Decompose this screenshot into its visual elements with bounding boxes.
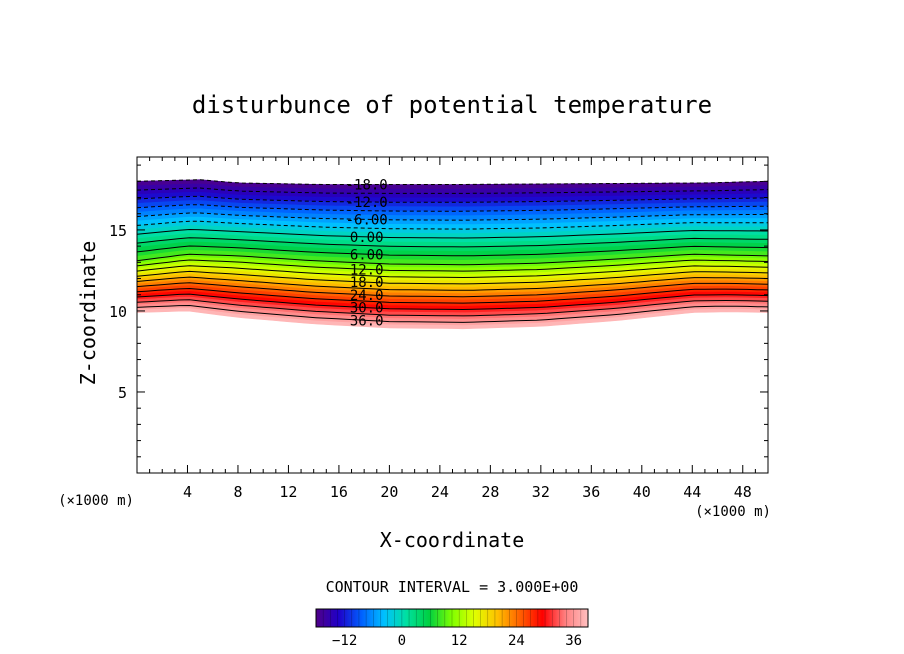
- contour-line: [137, 245, 768, 257]
- y-axis-label: Z-coordinate: [76, 241, 100, 386]
- x-tick-label: 20: [380, 483, 398, 501]
- contour-line: [137, 204, 768, 212]
- x-tick-label: 4: [183, 483, 192, 501]
- contour-line: [137, 237, 768, 248]
- contour-line: [137, 270, 768, 285]
- y-tick-label: 5: [118, 384, 127, 402]
- contour-fill-band: [137, 308, 768, 330]
- contour-line: [137, 195, 768, 203]
- colorbar-tick-label: 12: [451, 633, 468, 649]
- y-tick-label: 10: [109, 303, 127, 321]
- contour-label: 24.0: [350, 288, 384, 304]
- x-tick-label: 44: [683, 483, 701, 501]
- contour-line: [137, 220, 768, 230]
- chart-title: disturbunce of potential temperature: [192, 91, 712, 119]
- contour-label: 0.00: [350, 230, 384, 246]
- colorbar: −12 0 12 24 36: [315, 608, 589, 649]
- contour-line: [137, 253, 768, 266]
- contour-line: [137, 228, 768, 239]
- contour-label: -6.00: [346, 212, 388, 228]
- x-tick-label: 16: [330, 483, 348, 501]
- contour-label: 12.0: [350, 262, 384, 278]
- contour-label: 18.0: [350, 275, 384, 291]
- x-tick-label: 40: [633, 483, 651, 501]
- colorbar-tick-label: 0: [398, 633, 406, 649]
- contour-line: [137, 187, 768, 194]
- contour-line: [137, 293, 768, 311]
- contour-interval-text: CONTOUR INTERVAL = 3.000E+00: [326, 578, 579, 596]
- x-unit-label-right: (×1000 m): [695, 504, 771, 520]
- plot-area: -18.0-12.0-6.000.006.0012.018.024.030.03…: [109, 156, 769, 501]
- contour-label: 36.0: [350, 313, 384, 329]
- contour-line: [137, 259, 768, 272]
- x-tick-label: 28: [481, 483, 499, 501]
- x-tick-label: 24: [431, 483, 449, 501]
- contour-line: [137, 299, 768, 317]
- colorbar-tick-label: −12: [332, 633, 357, 649]
- x-tick-label: 36: [582, 483, 600, 501]
- contour-line: [137, 276, 768, 291]
- contour-label: 30.0: [350, 301, 384, 317]
- contour-line: [137, 265, 768, 279]
- contour-line: [137, 179, 768, 185]
- contour-label: -12.0: [346, 195, 388, 211]
- x-unit-label-left: (×1000 m): [58, 493, 134, 509]
- contour-line: [137, 212, 768, 221]
- x-axis-label: X-coordinate: [380, 528, 525, 552]
- contour-line: [137, 287, 768, 304]
- contour-line: [137, 282, 768, 298]
- x-tick-label: 32: [532, 483, 550, 501]
- colorbar-tick-label: 36: [565, 633, 582, 649]
- contour-label: 6.00: [350, 247, 384, 263]
- x-tick-label: 48: [734, 483, 752, 501]
- y-tick-label: 15: [109, 222, 127, 240]
- x-tick-label: 8: [233, 483, 242, 501]
- contour-label: -18.0: [346, 178, 388, 194]
- contour-line: [137, 304, 768, 323]
- x-tick-label: 12: [279, 483, 297, 501]
- colorbar-tick-label: 24: [508, 633, 525, 649]
